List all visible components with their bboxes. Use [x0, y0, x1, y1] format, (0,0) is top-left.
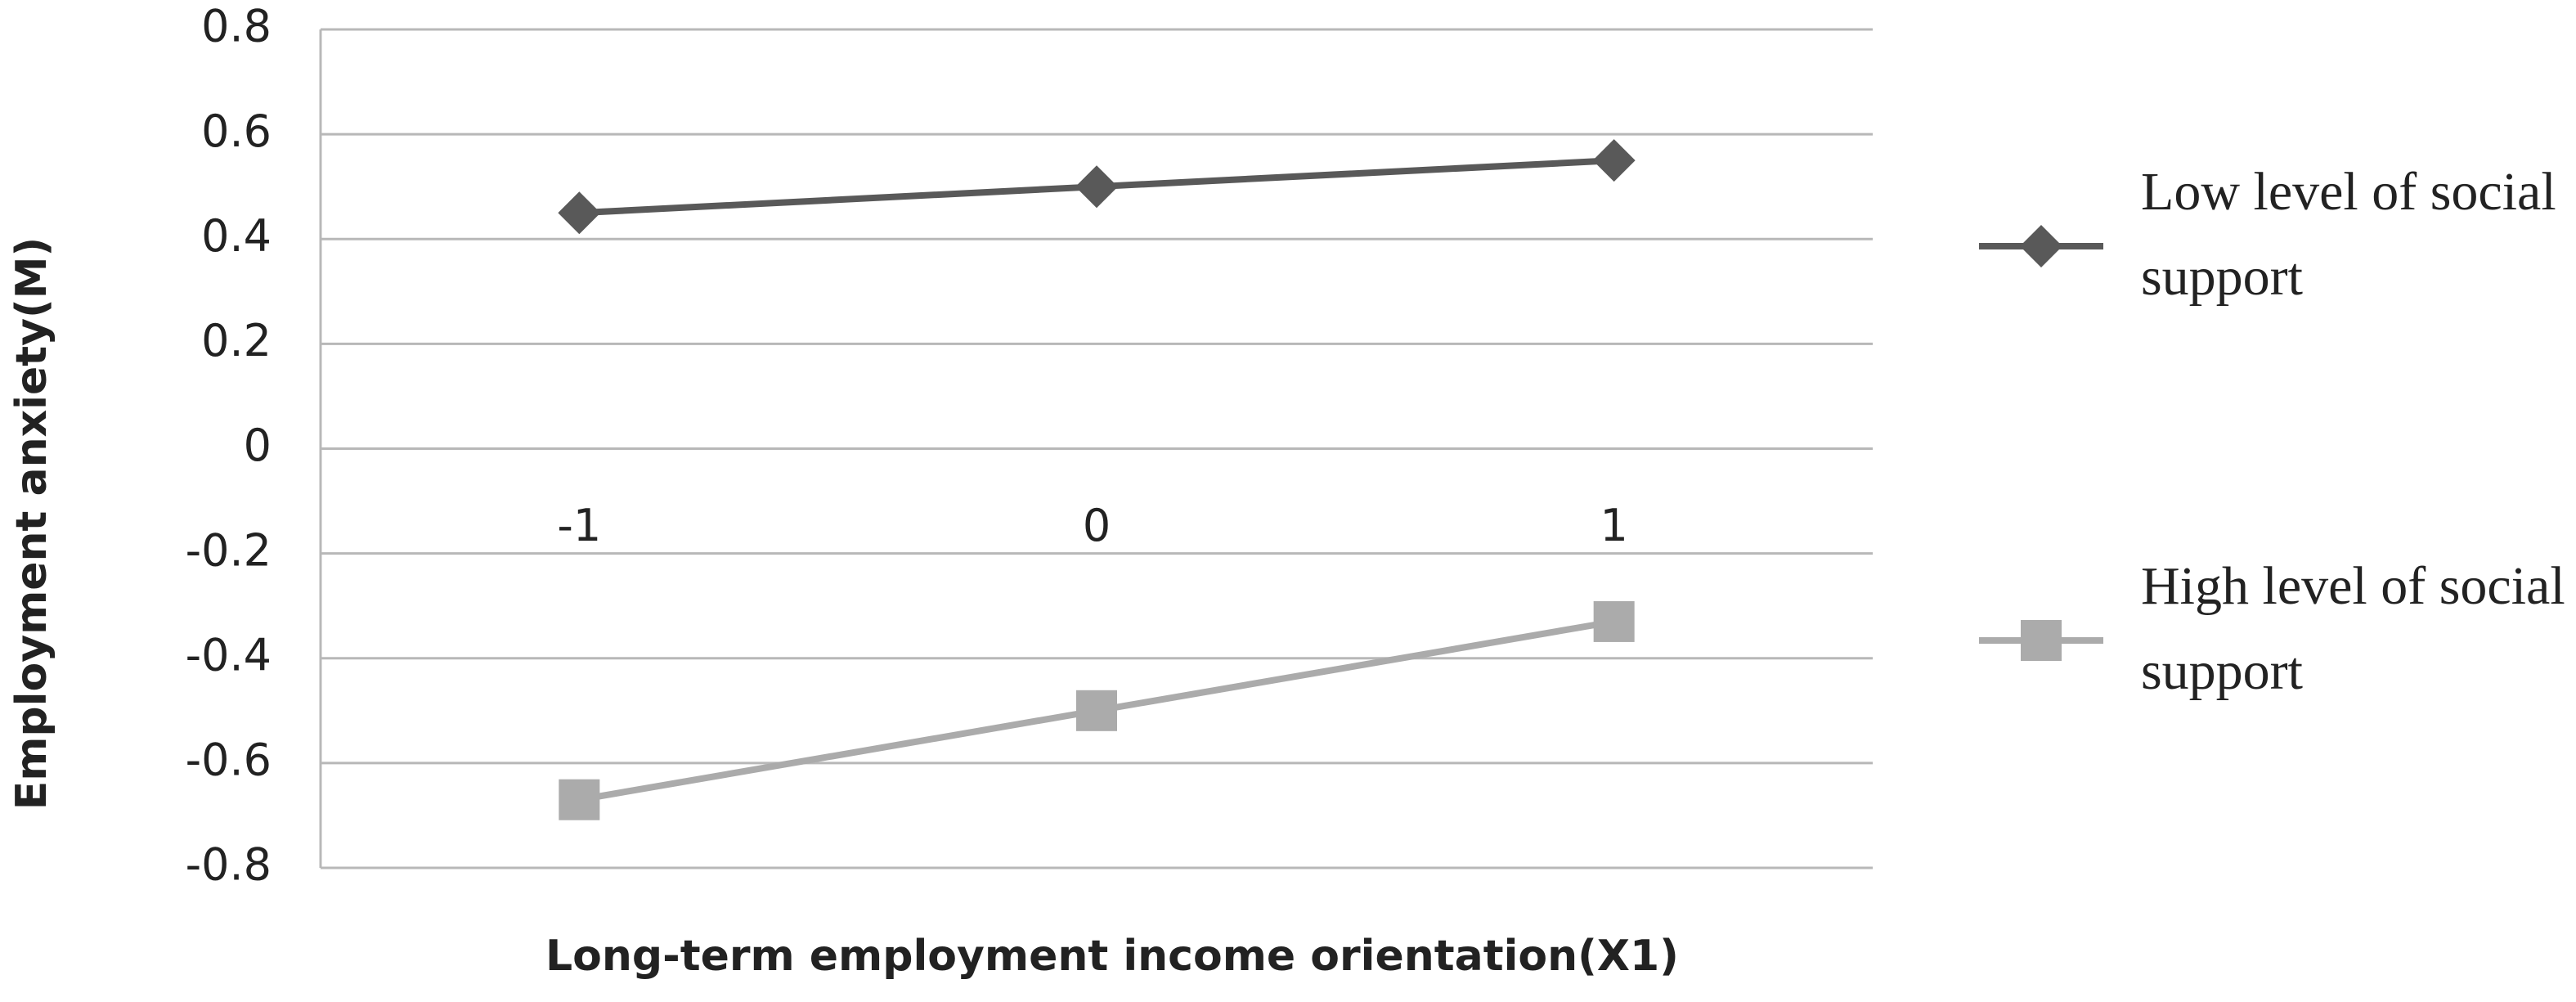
- legend-marker: [2020, 225, 2062, 267]
- marker: [1075, 165, 1118, 209]
- x-tick-label: -1: [557, 500, 601, 551]
- x-tick-label: 1: [1600, 500, 1627, 551]
- y-tick-label: 0.4: [201, 210, 272, 262]
- marker: [558, 191, 601, 235]
- marker: [559, 779, 600, 820]
- marker: [1592, 139, 1636, 182]
- y-tick-label: -0.8: [186, 839, 272, 891]
- y-tick-label: 0.2: [201, 315, 272, 366]
- y-tick-label: -0.6: [186, 735, 272, 786]
- y-axis-title: Employment anxiety(M): [7, 237, 56, 811]
- legend-label: High level of social support: [2141, 556, 2565, 701]
- marker: [1593, 600, 1635, 642]
- y-tick-label: -0.2: [186, 524, 272, 576]
- legend-label: Low level of social support: [2141, 162, 2556, 307]
- legend-marker: [2021, 620, 2062, 661]
- y-tick-label: 0.6: [201, 106, 272, 157]
- x-axis-title: Long-term employment income orientation(…: [545, 932, 1679, 981]
- y-tick-label: 0.8: [201, 1, 272, 52]
- y-tick-label: -0.4: [186, 629, 272, 681]
- marker: [1076, 690, 1117, 731]
- x-tick-label: 0: [1083, 500, 1111, 551]
- y-tick-label: 0: [244, 420, 272, 471]
